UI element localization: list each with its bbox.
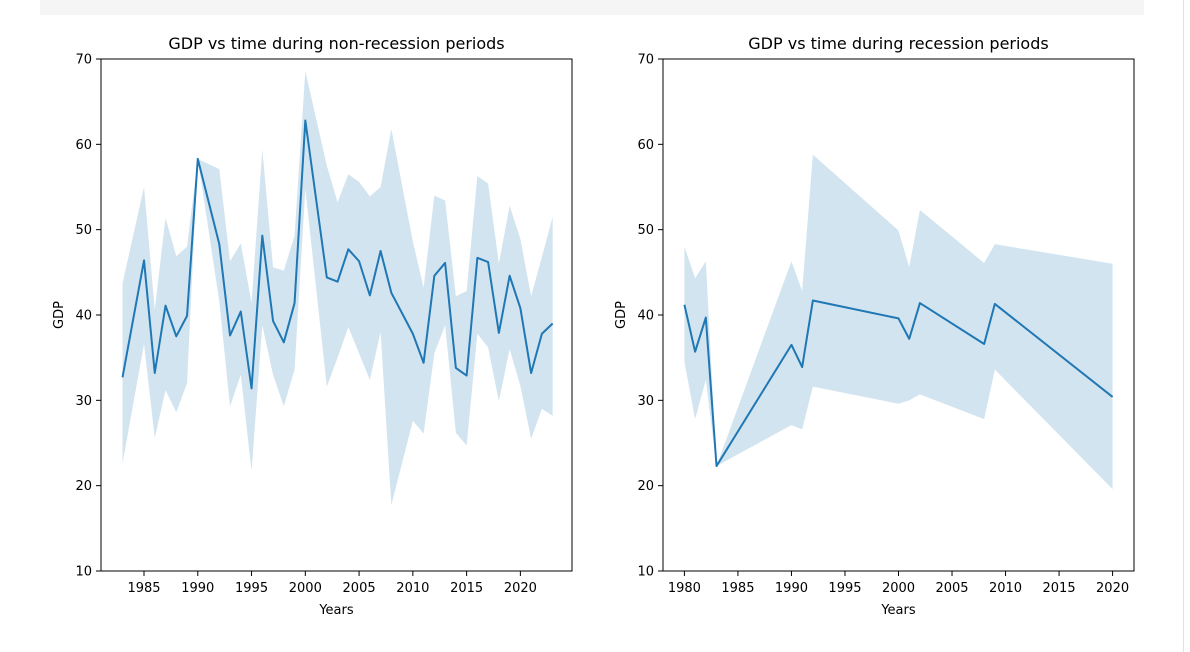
cell-output-toolbar-strip [40, 0, 1144, 15]
non-recession-x-tick-label: 2020 [504, 581, 537, 596]
recession-data-point [982, 342, 986, 346]
recession-data-point [789, 343, 793, 347]
recession-data-point [811, 298, 815, 302]
non-recession-data-point [411, 332, 415, 336]
recession-y-tick-label: 50 [637, 223, 654, 238]
non-recession-y-tick-label: 60 [75, 138, 92, 153]
non-recession-data-point [142, 258, 146, 262]
non-recession-data-point [217, 242, 221, 246]
non-recession-data-point [293, 301, 297, 305]
non-recession-data-point [497, 331, 501, 335]
non-recession-data-point [260, 234, 264, 238]
recession-confidence-band [684, 154, 1113, 490]
non-recession-data-point [486, 260, 490, 264]
non-recession-data-point [196, 157, 200, 161]
non-recession-x-tick-label: 1985 [127, 581, 160, 596]
non-recession-data-point [551, 322, 555, 326]
recession-gdp-line [683, 299, 1114, 468]
non-recession-chart-title: GDP vs time during non-recession periods [168, 34, 504, 53]
non-recession-data-point [336, 280, 340, 284]
recession-x-tick-label: 1990 [775, 581, 808, 596]
recession-x-tick-label: 1980 [668, 581, 701, 596]
recession-data-point [1111, 395, 1115, 399]
non-recession-y-tick-label: 10 [75, 565, 92, 580]
recession-y-tick-label: 10 [637, 565, 654, 580]
non-recession-x-tick-label: 2010 [396, 581, 429, 596]
non-recession-data-point [282, 340, 286, 344]
non-recession-x-tick-label: 2000 [289, 581, 322, 596]
non-recession-data-point [271, 319, 275, 323]
non-recession-y-tick-label: 30 [75, 394, 92, 409]
recession-x-tick-label: 1985 [721, 581, 754, 596]
recession-data-point [993, 302, 997, 306]
non-recession-data-point [174, 334, 178, 338]
non-recession-data-point [518, 306, 522, 310]
non-recession-data-point [508, 274, 512, 278]
recession-data-point [907, 337, 911, 341]
non-recession-y-tick-label: 50 [75, 223, 92, 238]
recession-y-tick-label: 20 [637, 479, 654, 494]
non-recession-data-point [379, 249, 383, 253]
non-recession-data-point [465, 374, 469, 378]
recession-data-point [682, 303, 686, 307]
non-recession-x-tick-label: 2005 [343, 581, 376, 596]
recession-x-tick-label: 2015 [1043, 581, 1076, 596]
non-recession-confidence-band [122, 70, 553, 506]
non-recession-data-point [303, 118, 307, 122]
recession-y-tick-label: 30 [637, 394, 654, 409]
recession-y-tick-label: 40 [637, 309, 654, 324]
recession-chart-title: GDP vs time during recession periods [748, 34, 1048, 53]
recession-data-point [800, 365, 804, 369]
non-recession-data-point [475, 256, 479, 260]
non-recession-y-tick-label: 40 [75, 309, 92, 324]
non-recession-chart: 1985 1990 1995 2000 2005 2010 2015 2020 10 20 30 40… [52, 34, 573, 618]
non-recession-x-axis-label: Years [318, 603, 354, 618]
non-recession-data-point [346, 247, 350, 251]
recession-data-point [918, 301, 922, 305]
recession-data-point [715, 464, 719, 468]
non-recession-data-point [239, 310, 243, 314]
non-recession-data-point [121, 375, 125, 379]
non-recession-y-axis-label: GDP [52, 301, 67, 329]
non-recession-data-point [432, 274, 436, 278]
non-recession-gdp-line [121, 119, 554, 390]
non-recession-data-point [443, 261, 447, 265]
recession-x-tick-label: 1995 [828, 581, 861, 596]
non-recession-data-point [357, 259, 361, 263]
non-recession-data-point [454, 366, 458, 370]
non-recession-x-tick-label: 1990 [181, 581, 214, 596]
recession-y-tick-label: 60 [637, 138, 654, 153]
non-recession-x-tick-label: 2015 [450, 581, 483, 596]
recession-data-point [693, 350, 697, 354]
non-recession-data-point [185, 314, 189, 318]
recession-x-tick-label: 2005 [935, 581, 968, 596]
recession-x-tick-label: 2020 [1096, 581, 1129, 596]
recession-chart: 1980 1985 1990 1995 2000 2005 2010 2015 2020 10 20… [614, 34, 1135, 618]
non-recession-data-point [153, 371, 157, 375]
non-recession-x-tick-label: 1995 [235, 581, 268, 596]
recession-y-axis-label: GDP [614, 301, 629, 329]
non-recession-y-tick-label: 70 [75, 53, 92, 68]
non-recession-data-point [228, 333, 232, 337]
recession-x-tick-label: 2000 [882, 581, 915, 596]
recession-data-point [704, 316, 708, 320]
recession-x-axis-label: Years [880, 603, 916, 618]
non-recession-data-point [325, 275, 329, 279]
recession-y-tick-label: 70 [637, 53, 654, 68]
non-recession-data-point [250, 386, 254, 390]
non-recession-data-point [422, 361, 426, 365]
non-recession-data-point [368, 293, 372, 297]
non-recession-data-point [389, 291, 393, 295]
non-recession-data-point [164, 304, 168, 308]
scrollbar-rail [1183, 0, 1184, 652]
non-recession-data-point [540, 332, 544, 336]
recession-data-point [897, 316, 901, 320]
recession-x-tick-label: 2010 [989, 581, 1022, 596]
non-recession-data-point [529, 371, 533, 375]
non-recession-y-tick-label: 20 [75, 479, 92, 494]
